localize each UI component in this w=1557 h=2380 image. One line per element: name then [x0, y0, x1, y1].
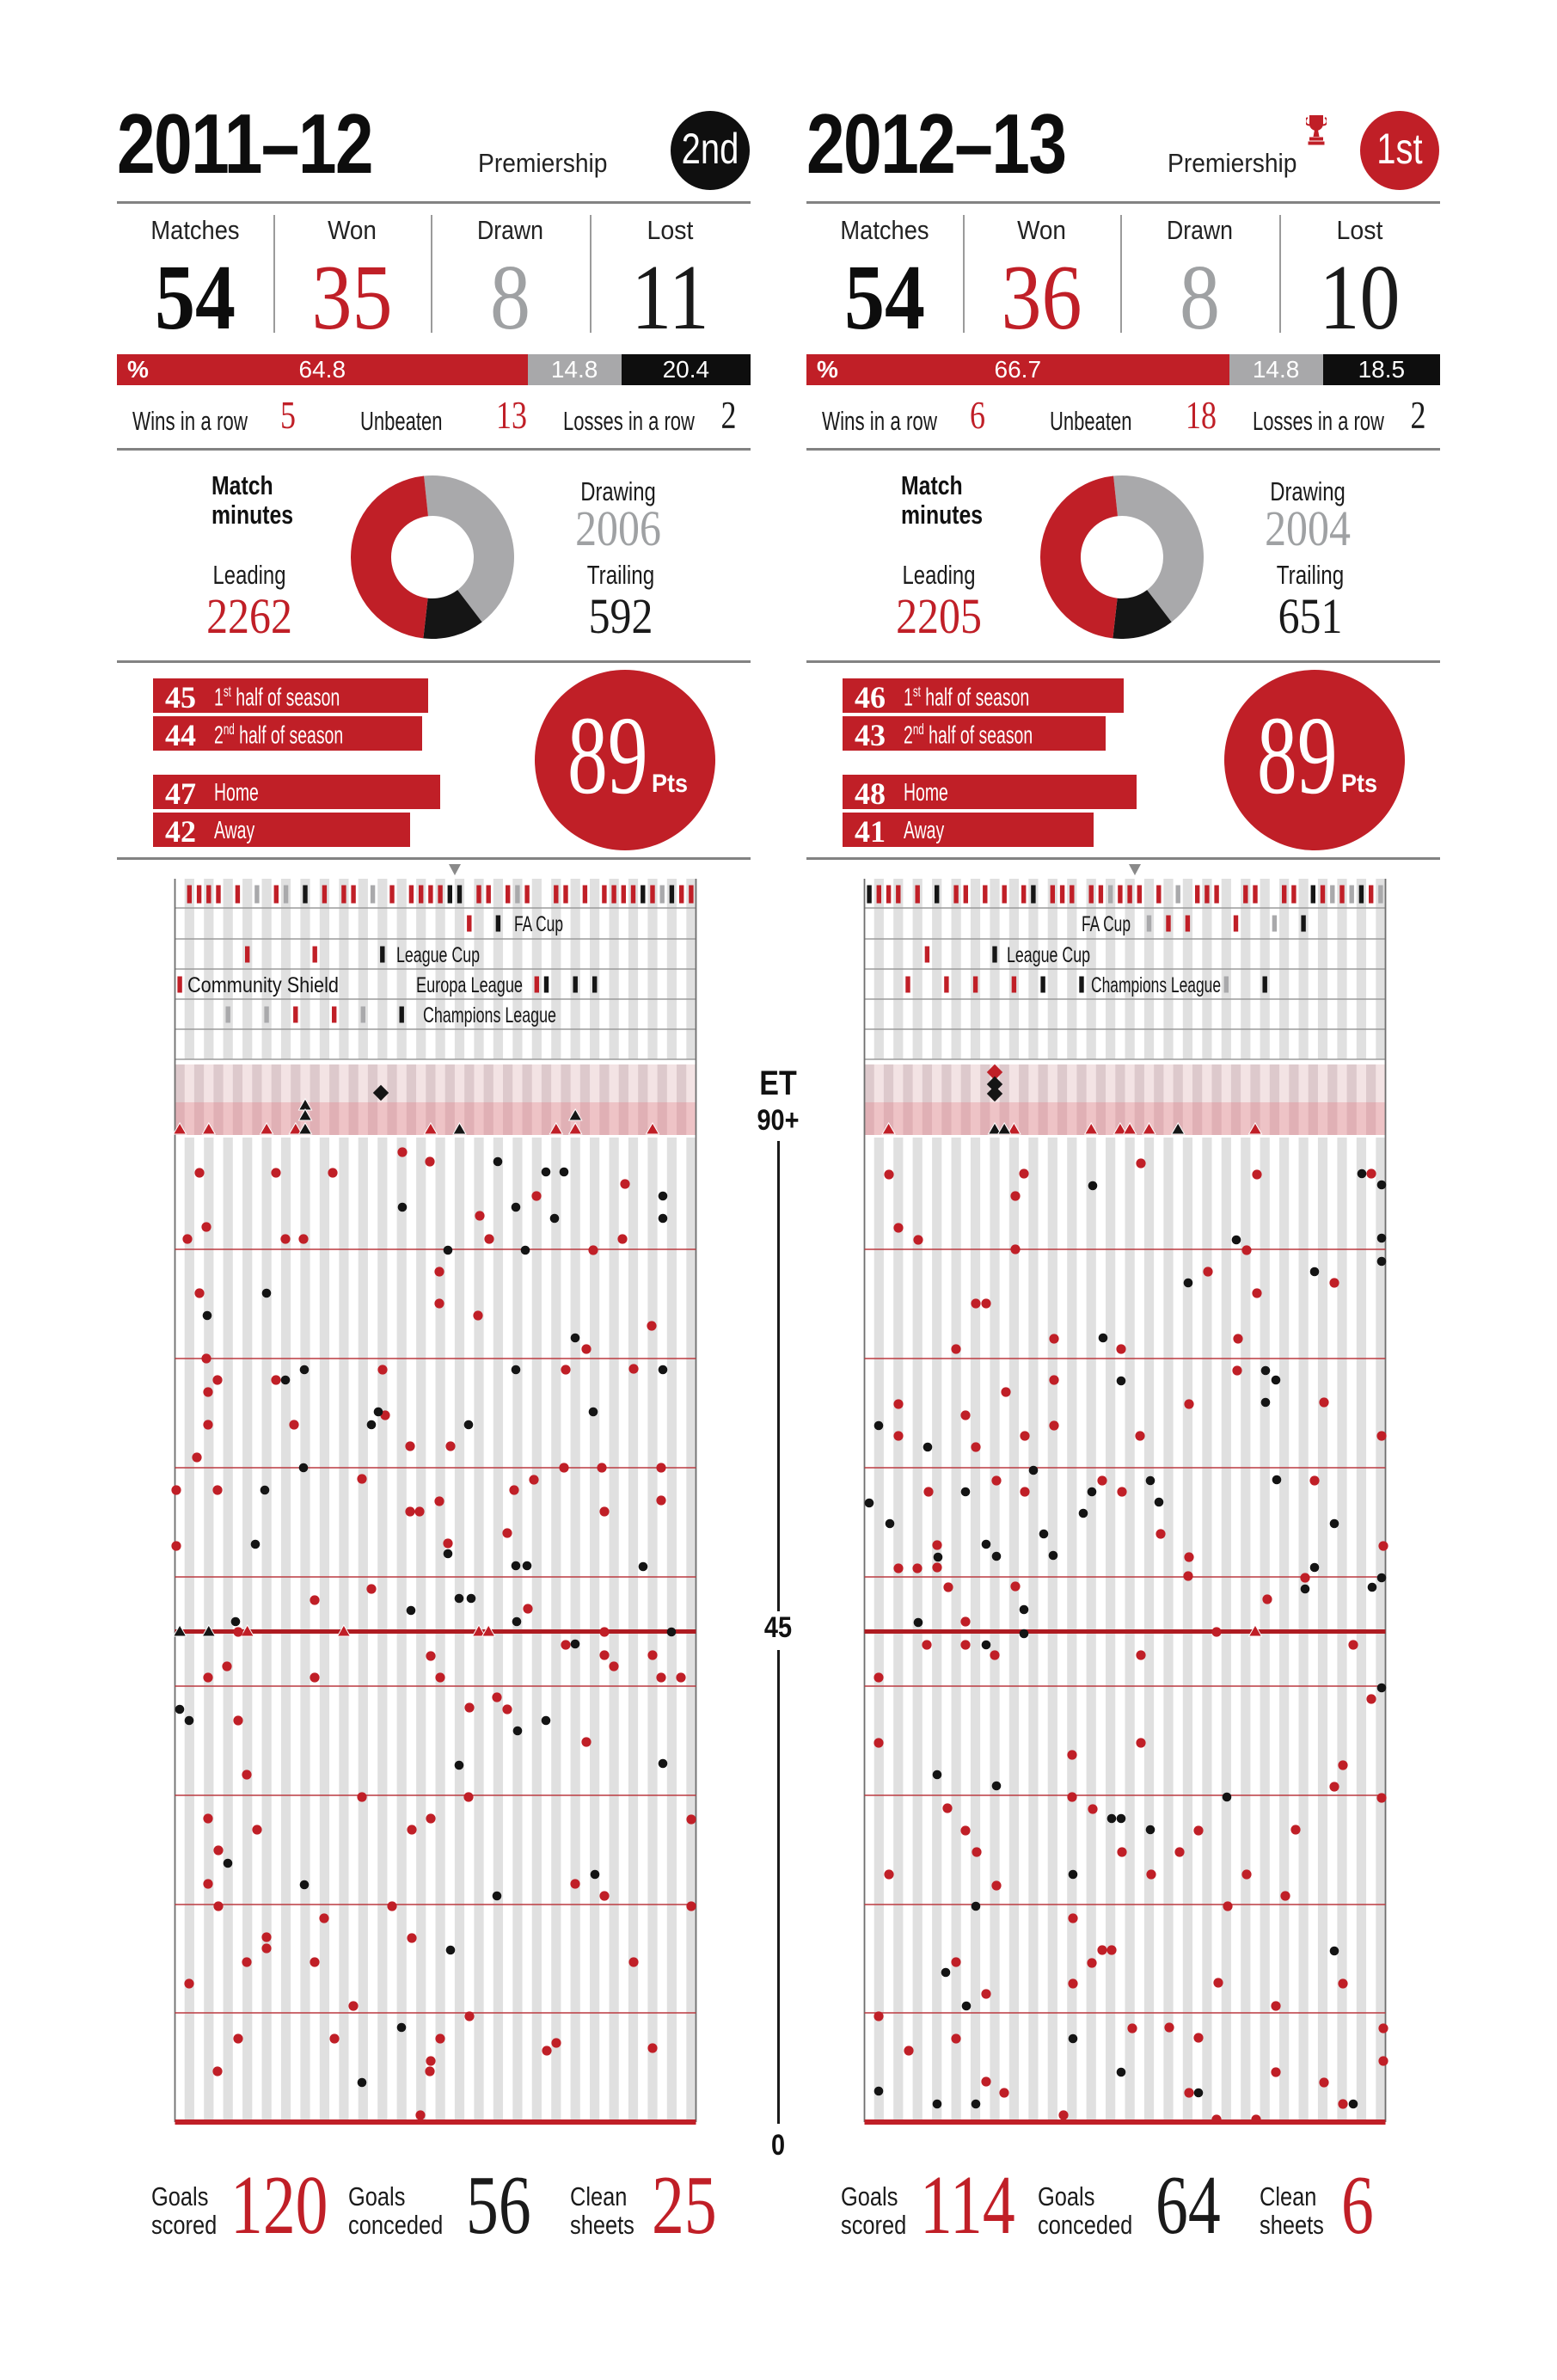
svg-text:League Cup: League Cup [1007, 943, 1090, 967]
svg-text:Champions League: Champions League [423, 1003, 556, 1027]
svg-text:League Cup: League Cup [396, 943, 480, 967]
svg-text:FA Cup: FA Cup [514, 912, 563, 936]
svg-text:FA Cup: FA Cup [1082, 912, 1131, 936]
svg-text:Champions League: Champions League [1091, 973, 1221, 997]
svg-text:Community Shield: Community Shield [187, 973, 339, 997]
svg-text:Europa League: Europa League [416, 973, 523, 997]
